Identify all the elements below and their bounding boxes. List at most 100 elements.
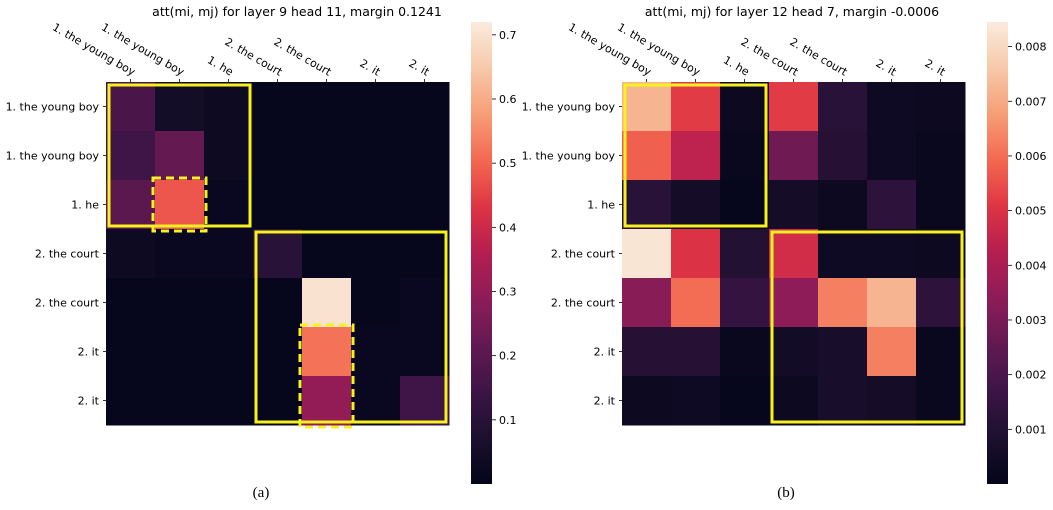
colorbar-tick-label: 0.1 [499, 414, 517, 427]
dashed-highlight-box [151, 176, 208, 233]
heatmap-cell [622, 131, 672, 181]
y-tick-label: 1. he [587, 199, 615, 212]
heatmap-cell [867, 278, 917, 328]
heatmap-cell [400, 82, 450, 132]
y-tick-label: 2. it [594, 346, 616, 359]
heatmap-cell [720, 131, 770, 181]
y-tick-label: 2. it [78, 395, 100, 408]
heatmap-cell [916, 376, 966, 426]
y-tick-label: 2. the court [35, 297, 100, 310]
heatmap-cell [818, 229, 868, 279]
colorbar-tick-label: 0.6 [499, 93, 517, 106]
heatmap-cell [769, 131, 819, 181]
heatmap-cell [155, 376, 205, 426]
heatmap-cell [818, 327, 868, 377]
heatmap-cell [253, 278, 303, 328]
chart-title: att(mi, mj) for layer 9 head 11, margin … [152, 4, 442, 19]
heatmap-cell [155, 327, 205, 377]
heatmap-cell [769, 278, 819, 328]
heatmap-cell [769, 82, 819, 132]
heatmap-cell [351, 376, 401, 426]
heatmap-cell [671, 180, 721, 230]
x-tick-label: 2. it [922, 57, 948, 79]
heatmap-cell [916, 82, 966, 132]
heatmap-cell [867, 229, 917, 279]
heatmap-cell [818, 376, 868, 426]
heatmap-cell [302, 327, 352, 377]
heatmap-cell [106, 82, 156, 132]
heatmap-cell [253, 327, 303, 377]
chart-title: att(mi, mj) for layer 12 head 7, margin … [645, 4, 939, 19]
heatmap-cell [671, 327, 721, 377]
heatmap-cell [204, 180, 254, 230]
x-tick-label: 1. the young boy [615, 21, 703, 79]
heatmap-cell [106, 327, 156, 377]
heatmap-cell [302, 376, 352, 426]
x-tick-label: 2. it [406, 57, 432, 79]
heatmap-cell [916, 229, 966, 279]
heatmap-cell [204, 82, 254, 132]
dashed-highlight-box [298, 323, 355, 429]
heatmap-cell [818, 180, 868, 230]
heatmap-cell [671, 229, 721, 279]
x-tick-label: 1. the young boy [50, 21, 138, 79]
heatmap-cell [671, 131, 721, 181]
heatmap-cell [400, 131, 450, 181]
highlight-box [623, 83, 768, 228]
heatmap-cell [720, 82, 770, 132]
heatmap-cell [818, 131, 868, 181]
heatmap-cell [671, 278, 721, 328]
heatmap-panel-b: att(mi, mj) for layer 12 head 7, margin … [522, 4, 1047, 501]
heatmap-cell [253, 376, 303, 426]
y-tick-label: 2. it [78, 346, 100, 359]
y-tick-label: 2. the court [35, 248, 100, 261]
heatmap-cell [769, 376, 819, 426]
heatmap-cell [204, 327, 254, 377]
heatmap-cell [302, 131, 352, 181]
heatmap-cell [400, 180, 450, 230]
colorbar-tick-label: 0.7 [499, 29, 517, 42]
panel-caption: (a) [253, 485, 270, 501]
colorbar-tick-label: 0.5 [499, 157, 517, 170]
heatmap-cell [106, 180, 156, 230]
heatmap-cell [351, 131, 401, 181]
heatmap-panel-a: att(mi, mj) for layer 9 head 11, margin … [6, 4, 517, 501]
heatmap-cell [302, 82, 352, 132]
colorbar-tick-label: 0.004 [1015, 259, 1047, 272]
heatmap-cell [720, 327, 770, 377]
colorbar-tick-label: 0.001 [1015, 423, 1047, 436]
heatmap-cell [622, 376, 672, 426]
heatmap-cell [622, 278, 672, 328]
colorbar-tick-label: 0.4 [499, 221, 517, 234]
heatmap-cell [204, 376, 254, 426]
heatmap-cell [351, 327, 401, 377]
x-tick-label: 1. he [205, 53, 236, 78]
heatmap-cell [867, 82, 917, 132]
heatmap-cell [400, 376, 450, 426]
heatmap-cell [253, 82, 303, 132]
heatmap-cell [867, 376, 917, 426]
heatmap-cell [302, 278, 352, 328]
colorbar-tick-label: 0.007 [1015, 95, 1047, 108]
x-tick-label: 2. it [873, 57, 899, 79]
x-tick-label: 1. the young boy [99, 21, 187, 79]
heatmap-cell [253, 180, 303, 230]
heatmap-cell [916, 131, 966, 181]
heatmap-cell [622, 229, 672, 279]
heatmap-cell [400, 278, 450, 328]
heatmap-cell [818, 82, 868, 132]
heatmap-cell [622, 327, 672, 377]
heatmap-cell [916, 278, 966, 328]
heatmap-cell [867, 327, 917, 377]
colorbar-tick-label: 0.006 [1015, 150, 1047, 163]
heatmap-cell [720, 229, 770, 279]
y-tick-label: 2. the court [551, 248, 616, 261]
heatmap-cell [106, 278, 156, 328]
heatmap-cell [106, 376, 156, 426]
heatmap-cell [671, 376, 721, 426]
heatmap-cell [204, 229, 254, 279]
y-tick-label: 2. it [594, 395, 616, 408]
heatmap-cell [155, 82, 205, 132]
y-tick-label: 1. the young boy [6, 150, 100, 163]
